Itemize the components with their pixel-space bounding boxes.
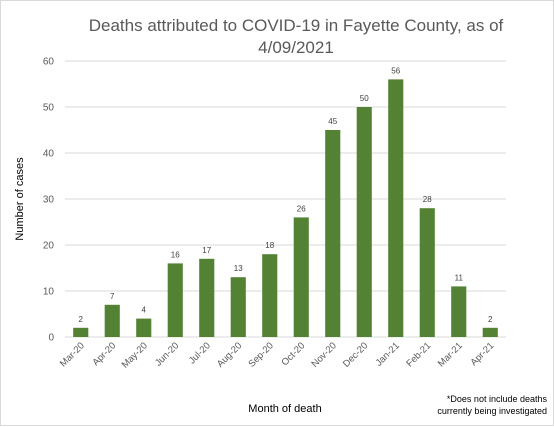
footnote-line-2: currently being investigated	[437, 406, 547, 416]
data-label: 2	[79, 315, 84, 324]
bar-aug-20	[230, 277, 246, 337]
y-tick-label: 20	[43, 241, 55, 252]
x-tick-label: Aug-20	[215, 340, 244, 369]
x-tick-label: Oct-20	[279, 340, 307, 368]
x-tick-label: Dec-20	[341, 340, 370, 369]
y-tick-label: 30	[43, 195, 55, 206]
data-label: 7	[110, 292, 115, 301]
y-tick-label: 40	[43, 149, 55, 160]
x-axis-ticks: Mar-20 Apr-20 May-20 Jun-20 Jul-20 Aug-20 Sep-…	[58, 340, 497, 370]
x-tick-label: Apr-20	[90, 340, 118, 368]
x-axis-label: Month of death	[248, 403, 321, 415]
bar-apr-20	[104, 304, 120, 337]
x-tick-label: May-20	[120, 340, 150, 370]
bars	[73, 79, 498, 338]
bar-nov-20	[325, 130, 341, 337]
y-tick-label: 10	[43, 287, 55, 298]
data-label: 26	[297, 204, 306, 213]
bar-oct-20	[293, 217, 309, 337]
bar-apr-21	[482, 327, 498, 337]
data-label: 18	[265, 241, 274, 250]
y-tick-label: 50	[43, 103, 55, 114]
x-tick-label: Nov-20	[309, 340, 338, 369]
data-label: 11	[455, 273, 464, 282]
y-axis-label: Number of cases	[14, 157, 26, 241]
y-axis-ticks: 0 10 20 30 40 50 60	[43, 57, 55, 344]
x-tick-label: Sep-20	[246, 340, 275, 369]
bar-mar-20	[73, 327, 89, 337]
x-tick-label: Mar-21	[436, 340, 465, 369]
x-tick-label: Apr-21	[468, 340, 496, 368]
data-label: 4	[142, 306, 147, 315]
x-tick-label: Mar-20	[58, 340, 87, 369]
data-label: 28	[423, 195, 432, 204]
bar-feb-21	[419, 208, 435, 337]
data-label: 2	[488, 315, 493, 324]
data-label: 50	[360, 94, 369, 103]
data-labels: 2 7 4 16 17 13 18 26 45 50 56 28 11 2	[79, 66, 494, 323]
gridlines	[65, 60, 506, 338]
bar-sep-20	[262, 254, 278, 337]
footnote-line-1: *Does not include deaths	[446, 394, 547, 404]
x-tick-label: Jun-20	[153, 340, 181, 368]
bar-jul-20	[199, 258, 215, 337]
bar-mar-21	[451, 286, 467, 337]
data-label: 16	[171, 250, 180, 259]
bar-dec-20	[356, 107, 372, 337]
footnote: *Does not include deaths currently being…	[411, 393, 547, 417]
x-tick-label: Jan-21	[374, 340, 402, 368]
data-label: 45	[328, 117, 337, 126]
y-tick-label: 60	[43, 57, 55, 68]
data-label: 13	[234, 264, 243, 273]
chart-title: Deaths attributed to COVID-19 in Fayette…	[88, 16, 504, 57]
x-tick-label: Feb-21	[404, 340, 433, 369]
x-tick-label: Jul-20	[187, 340, 213, 366]
data-label: 56	[391, 66, 400, 75]
y-tick-label: 0	[48, 333, 54, 344]
bar-may-20	[136, 318, 152, 337]
bar-jan-21	[388, 79, 404, 338]
bar-jun-20	[167, 263, 183, 337]
data-label: 17	[202, 246, 211, 255]
